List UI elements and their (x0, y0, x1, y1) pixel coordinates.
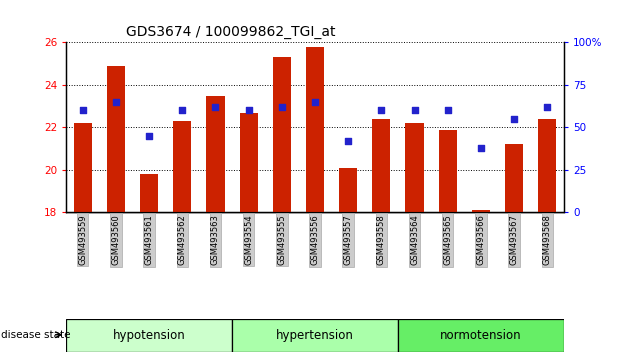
Text: GSM493563: GSM493563 (211, 215, 220, 266)
Point (177, 108, 187, 113)
Text: GSM493568: GSM493568 (543, 215, 552, 266)
Bar (538, 119, 556, 212)
Point (476, 145, 486, 151)
Text: GSM493566: GSM493566 (476, 215, 485, 266)
Bar (207, 96, 224, 212)
Bar (140, 174, 158, 212)
Text: GSM493561: GSM493561 (145, 215, 154, 265)
Point (376, 108, 386, 113)
Text: disease state: disease state (1, 330, 71, 340)
Bar (107, 66, 125, 212)
Point (144, 133, 154, 139)
Bar (173, 121, 192, 212)
Point (111, 99, 121, 105)
Point (77, 108, 88, 113)
Bar (339, 168, 357, 212)
Text: hypotension: hypotension (113, 329, 185, 342)
Bar (74, 123, 92, 212)
Bar (406, 123, 423, 212)
FancyBboxPatch shape (232, 319, 398, 352)
Bar (505, 144, 523, 212)
Point (277, 104, 287, 110)
Point (509, 116, 519, 122)
Text: GSM493562: GSM493562 (178, 215, 186, 265)
Point (244, 108, 254, 113)
Point (443, 108, 453, 113)
Bar (239, 113, 258, 212)
Bar (273, 57, 291, 212)
Bar (306, 47, 324, 212)
Text: GSM493559: GSM493559 (78, 215, 87, 265)
Text: GSM493557: GSM493557 (344, 215, 353, 265)
FancyBboxPatch shape (66, 319, 232, 352)
Text: GSM493556: GSM493556 (311, 215, 319, 265)
Text: normotension: normotension (440, 329, 522, 342)
Text: GSM493558: GSM493558 (377, 215, 386, 265)
Point (310, 99, 320, 105)
Text: GSM493565: GSM493565 (444, 215, 452, 265)
Point (410, 108, 420, 113)
Point (542, 104, 553, 110)
Text: GSM493554: GSM493554 (244, 215, 253, 265)
Text: GDS3674 / 100099862_TGI_at: GDS3674 / 100099862_TGI_at (126, 25, 335, 39)
Text: GSM493555: GSM493555 (277, 215, 286, 265)
Point (210, 104, 220, 110)
Bar (372, 119, 391, 212)
Point (343, 138, 353, 144)
FancyBboxPatch shape (398, 319, 564, 352)
Text: GSM493567: GSM493567 (510, 215, 518, 266)
Text: GSM493560: GSM493560 (112, 215, 120, 265)
Text: GSM493564: GSM493564 (410, 215, 419, 265)
Bar (472, 210, 490, 212)
Text: hypertension: hypertension (276, 329, 354, 342)
Bar (438, 130, 457, 212)
